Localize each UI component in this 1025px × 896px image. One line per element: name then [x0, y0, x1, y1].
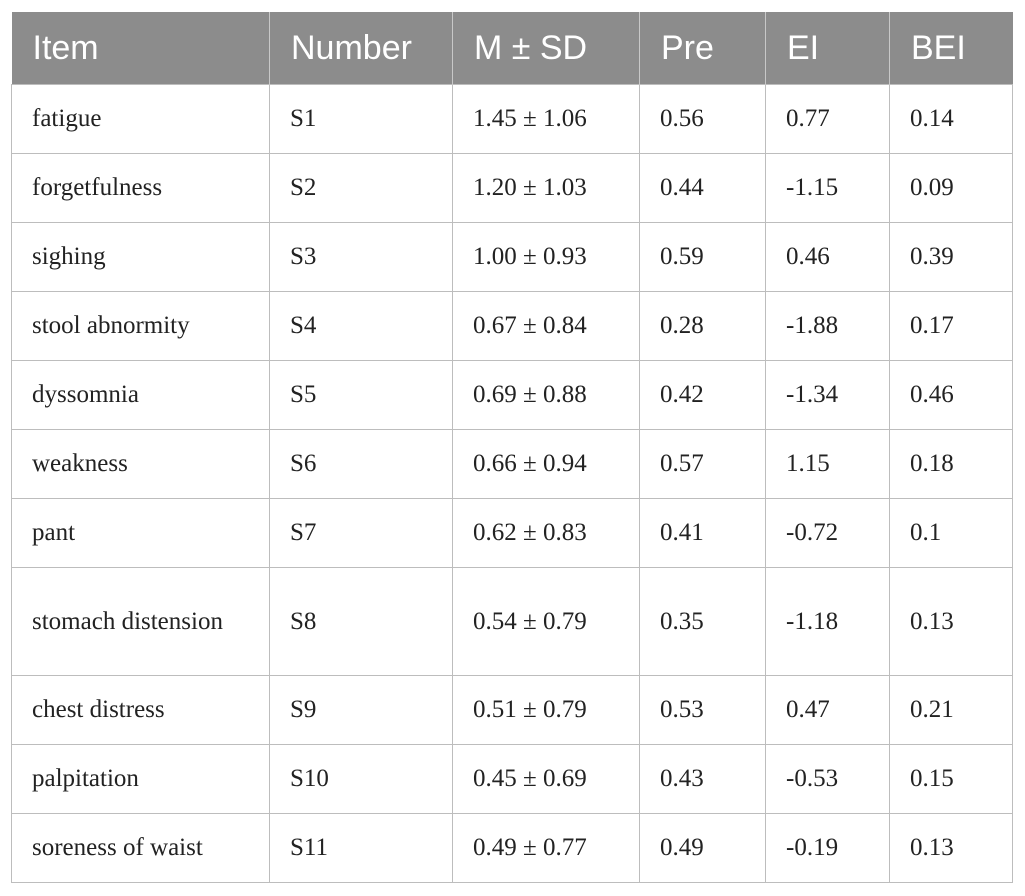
- cell-bei: 0.09: [889, 153, 1013, 223]
- cell-mean-sd: 0.49 ± 0.77: [452, 813, 640, 883]
- cell-bei: 0.15: [889, 744, 1013, 814]
- cell-number: S11: [269, 813, 453, 883]
- cell-pre: 0.35: [639, 567, 766, 676]
- cell-ei: -0.72: [765, 498, 890, 568]
- cell-item: chest distress: [11, 675, 270, 745]
- cell-mean-sd: 0.45 ± 0.69: [452, 744, 640, 814]
- cell-item: palpitation: [11, 744, 270, 814]
- cell-item: fatigue: [11, 84, 270, 154]
- cell-mean-sd: 0.66 ± 0.94: [452, 429, 640, 499]
- cell-mean-sd: 0.62 ± 0.83: [452, 498, 640, 568]
- cell-item: stool abnormity: [11, 291, 270, 361]
- cell-bei: 0.39: [889, 222, 1013, 292]
- cell-number: S6: [269, 429, 453, 499]
- cell-number: S1: [269, 84, 453, 154]
- cell-bei: 0.13: [889, 567, 1013, 676]
- cell-item: dyssomnia: [11, 360, 270, 430]
- cell-mean-sd: 0.69 ± 0.88: [452, 360, 640, 430]
- cell-item: weakness: [11, 429, 270, 499]
- cell-ei: 0.77: [765, 84, 890, 154]
- column-header-item: Item: [11, 12, 270, 85]
- cell-item: stomach distension: [11, 567, 270, 676]
- cell-bei: 0.46: [889, 360, 1013, 430]
- column-header-pre: Pre: [639, 12, 766, 85]
- cell-pre: 0.56: [639, 84, 766, 154]
- table-row: sighing S3 1.00 ± 0.93 0.59 0.46 0.39: [11, 222, 1013, 292]
- cell-mean-sd: 0.67 ± 0.84: [452, 291, 640, 361]
- cell-item: pant: [11, 498, 270, 568]
- cell-pre: 0.49: [639, 813, 766, 883]
- cell-mean-sd: 1.20 ± 1.03: [452, 153, 640, 223]
- table-row: dyssomnia S5 0.69 ± 0.88 0.42 -1.34 0.46: [11, 360, 1013, 430]
- table-row: stool abnormity S4 0.67 ± 0.84 0.28 -1.8…: [11, 291, 1013, 361]
- cell-bei: 0.1: [889, 498, 1013, 568]
- cell-ei: -0.19: [765, 813, 890, 883]
- cell-bei: 0.21: [889, 675, 1013, 745]
- table-row: fatigue S1 1.45 ± 1.06 0.56 0.77 0.14: [11, 84, 1013, 154]
- table-row: soreness of waist S11 0.49 ± 0.77 0.49 -…: [11, 813, 1013, 883]
- cell-number: S9: [269, 675, 453, 745]
- cell-item: soreness of waist: [11, 813, 270, 883]
- cell-bei: 0.13: [889, 813, 1013, 883]
- cell-pre: 0.41: [639, 498, 766, 568]
- cell-ei: 1.15: [765, 429, 890, 499]
- cell-number: S3: [269, 222, 453, 292]
- cell-mean-sd: 1.00 ± 0.93: [452, 222, 640, 292]
- cell-item: sighing: [11, 222, 270, 292]
- column-header-mean-sd: M ± SD: [452, 12, 640, 85]
- column-header-ei: EI: [765, 12, 890, 85]
- cell-ei: -1.18: [765, 567, 890, 676]
- cell-number: S10: [269, 744, 453, 814]
- cell-mean-sd: 0.54 ± 0.79: [452, 567, 640, 676]
- table-row: forgetfulness S2 1.20 ± 1.03 0.44 -1.15 …: [11, 153, 1013, 223]
- column-header-bei: BEI: [889, 12, 1013, 85]
- table-row: weakness S6 0.66 ± 0.94 0.57 1.15 0.18: [11, 429, 1013, 499]
- cell-number: S8: [269, 567, 453, 676]
- cell-ei: -0.53: [765, 744, 890, 814]
- cell-bei: 0.14: [889, 84, 1013, 154]
- cell-number: S5: [269, 360, 453, 430]
- cell-pre: 0.43: [639, 744, 766, 814]
- cell-mean-sd: 0.51 ± 0.79: [452, 675, 640, 745]
- table-row: chest distress S9 0.51 ± 0.79 0.53 0.47 …: [11, 675, 1013, 745]
- column-header-number: Number: [269, 12, 453, 85]
- cell-ei: 0.47: [765, 675, 890, 745]
- table-row: stomach distension S8 0.54 ± 0.79 0.35 -…: [11, 567, 1013, 676]
- cell-bei: 0.17: [889, 291, 1013, 361]
- cell-pre: 0.59: [639, 222, 766, 292]
- cell-number: S2: [269, 153, 453, 223]
- cell-ei: -1.15: [765, 153, 890, 223]
- cell-number: S4: [269, 291, 453, 361]
- cell-bei: 0.18: [889, 429, 1013, 499]
- table-header-row: Item Number M ± SD Pre EI BEI: [11, 12, 1013, 85]
- cell-pre: 0.42: [639, 360, 766, 430]
- cell-pre: 0.53: [639, 675, 766, 745]
- cell-item: forgetfulness: [11, 153, 270, 223]
- cell-mean-sd: 1.45 ± 1.06: [452, 84, 640, 154]
- cell-ei: -1.88: [765, 291, 890, 361]
- data-table: Item Number M ± SD Pre EI BEI fatigue S1…: [11, 12, 1013, 883]
- cell-ei: 0.46: [765, 222, 890, 292]
- cell-pre: 0.57: [639, 429, 766, 499]
- cell-number: S7: [269, 498, 453, 568]
- table-row: palpitation S10 0.45 ± 0.69 0.43 -0.53 0…: [11, 744, 1013, 814]
- cell-pre: 0.28: [639, 291, 766, 361]
- cell-ei: -1.34: [765, 360, 890, 430]
- cell-pre: 0.44: [639, 153, 766, 223]
- table-row: pant S7 0.62 ± 0.83 0.41 -0.72 0.1: [11, 498, 1013, 568]
